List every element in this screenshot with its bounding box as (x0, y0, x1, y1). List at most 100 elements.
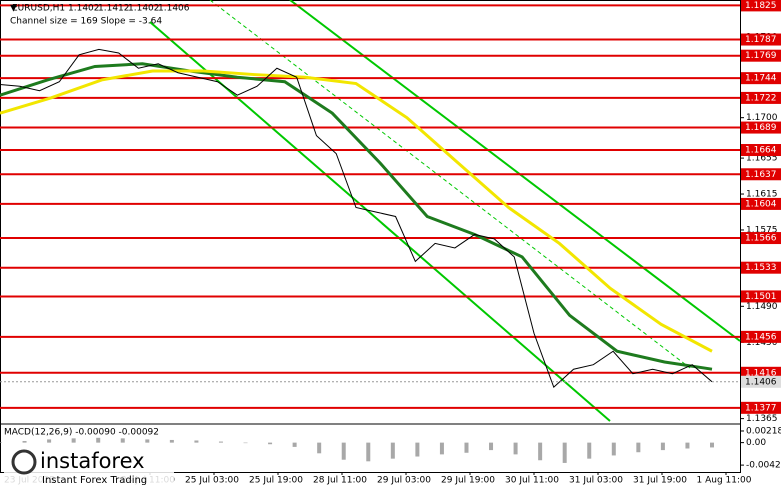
price-line (0, 48, 713, 389)
level-box (741, 33, 781, 46)
ohlc-value: 1.1402 (68, 4, 100, 14)
level-box (741, 290, 781, 303)
level-label: 1.1377 (745, 403, 777, 413)
macd-bar (317, 442, 322, 454)
macd-bar (611, 442, 616, 456)
current-price-label: 1.1406 (745, 377, 777, 387)
logo-icon (11, 449, 37, 475)
level-box (741, 232, 781, 245)
channel-upper (289, 0, 741, 342)
macd-bar (268, 442, 273, 445)
level-box (741, 121, 781, 134)
macd-bar (145, 439, 150, 443)
level-box (741, 197, 781, 210)
y-tick-label: 1.1700 (746, 113, 778, 123)
macd-bar (390, 442, 395, 459)
macd-bar (218, 441, 223, 443)
level-label: 1.1456 (745, 332, 777, 342)
level-label: 1.1664 (745, 146, 777, 156)
macd-bar (636, 442, 641, 453)
level-label: 1.1501 (745, 292, 777, 302)
level-label: 1.1533 (745, 263, 777, 273)
level-label: 1.1416 (745, 368, 777, 378)
macd-bar (292, 442, 297, 447)
macd-bar (47, 439, 52, 443)
level-label: 1.1637 (745, 170, 777, 180)
level-label: 1.1722 (745, 93, 777, 103)
y-tick-label: 1.1655 (746, 154, 778, 164)
ohlc-value: 1.1402 (128, 4, 160, 14)
macd-bar (587, 442, 592, 459)
x-tick-label: 29 Jul 19:00 (441, 476, 495, 486)
level-box (741, 401, 781, 414)
macd-bar (685, 442, 690, 449)
macd-bar (660, 442, 665, 451)
macd-bar (169, 439, 174, 443)
macd-bar (513, 442, 518, 455)
x-tick-label: 25 Jul 19:00 (249, 476, 303, 486)
macd-bar (341, 442, 346, 460)
level-box (741, 144, 781, 157)
macd-title: MACD(12,26,9) -0.00090 -0.00092 (4, 428, 159, 438)
macd-tick-label: -0.00421 (746, 461, 781, 471)
level-label: 1.1769 (745, 51, 777, 61)
level-box (741, 330, 781, 343)
macd-bar (464, 442, 469, 453)
price-line (0, 69, 713, 353)
level-box (741, 49, 781, 62)
y-tick-label: 1.1490 (746, 302, 778, 312)
level-box (741, 72, 781, 85)
level-box (741, 261, 781, 274)
macd-bar (243, 442, 248, 444)
level-label: 1.1787 (745, 35, 777, 45)
ohlc-value: 1.1406 (158, 4, 190, 14)
macd-bar (366, 442, 371, 462)
plot-frame (0, 0, 741, 473)
level-box (741, 0, 781, 12)
macd-tick-label: 0.00218 (746, 426, 781, 436)
x-tick-label: 1 Aug 11:00 (697, 476, 752, 486)
x-tick-label: 31 Jul 03:00 (569, 476, 623, 486)
x-tick-label: 30 Jul 11:00 (505, 476, 559, 486)
macd-bar (0, 442, 2, 443)
price-line (0, 62, 713, 371)
y-tick-label: 1.1365 (746, 414, 778, 424)
channel-info: Channel size = 169 Slope = -3.64 (10, 17, 162, 27)
level-label: 1.1604 (745, 199, 777, 209)
symbol: EURUSD,H1 (12, 4, 65, 14)
level-label: 1.1566 (745, 234, 777, 244)
level-box (741, 91, 781, 104)
level-label: 1.1825 (745, 1, 777, 11)
x-tick-label: 28 Jul 11:00 (313, 476, 367, 486)
macd-bar (439, 442, 444, 455)
macd-bar (71, 438, 76, 443)
y-tick-label: 1.1615 (746, 190, 778, 200)
macd-bar (710, 442, 714, 448)
ohlc-value: 1.1412 (98, 4, 130, 14)
level-box (741, 168, 781, 181)
macd-bar (415, 442, 420, 457)
header-arrow: ▼ (10, 4, 17, 14)
current-price-box (741, 375, 781, 388)
macd-bar (194, 440, 199, 443)
x-tick-label: 31 Jul 19:00 (633, 476, 687, 486)
x-tick-label: 25 Jul 03:00 (185, 476, 239, 486)
macd-bar (489, 442, 494, 451)
macd-bar (96, 437, 101, 443)
macd-bar (120, 438, 125, 443)
level-label: 1.1744 (745, 74, 777, 84)
y-tick-label: 1.1575 (746, 225, 778, 235)
x-tick-label: 29 Jul 03:00 (377, 476, 431, 486)
macd-bar (538, 442, 543, 461)
macd-tick-label: 0.00 (746, 438, 766, 448)
logo-brand: instaforex (40, 449, 145, 473)
macd-bar (22, 441, 27, 443)
level-label: 1.1689 (745, 123, 777, 133)
logo-tagline: Instant Forex Trading (42, 475, 147, 486)
channel-middle (209, 0, 691, 369)
macd-bar (562, 442, 567, 463)
